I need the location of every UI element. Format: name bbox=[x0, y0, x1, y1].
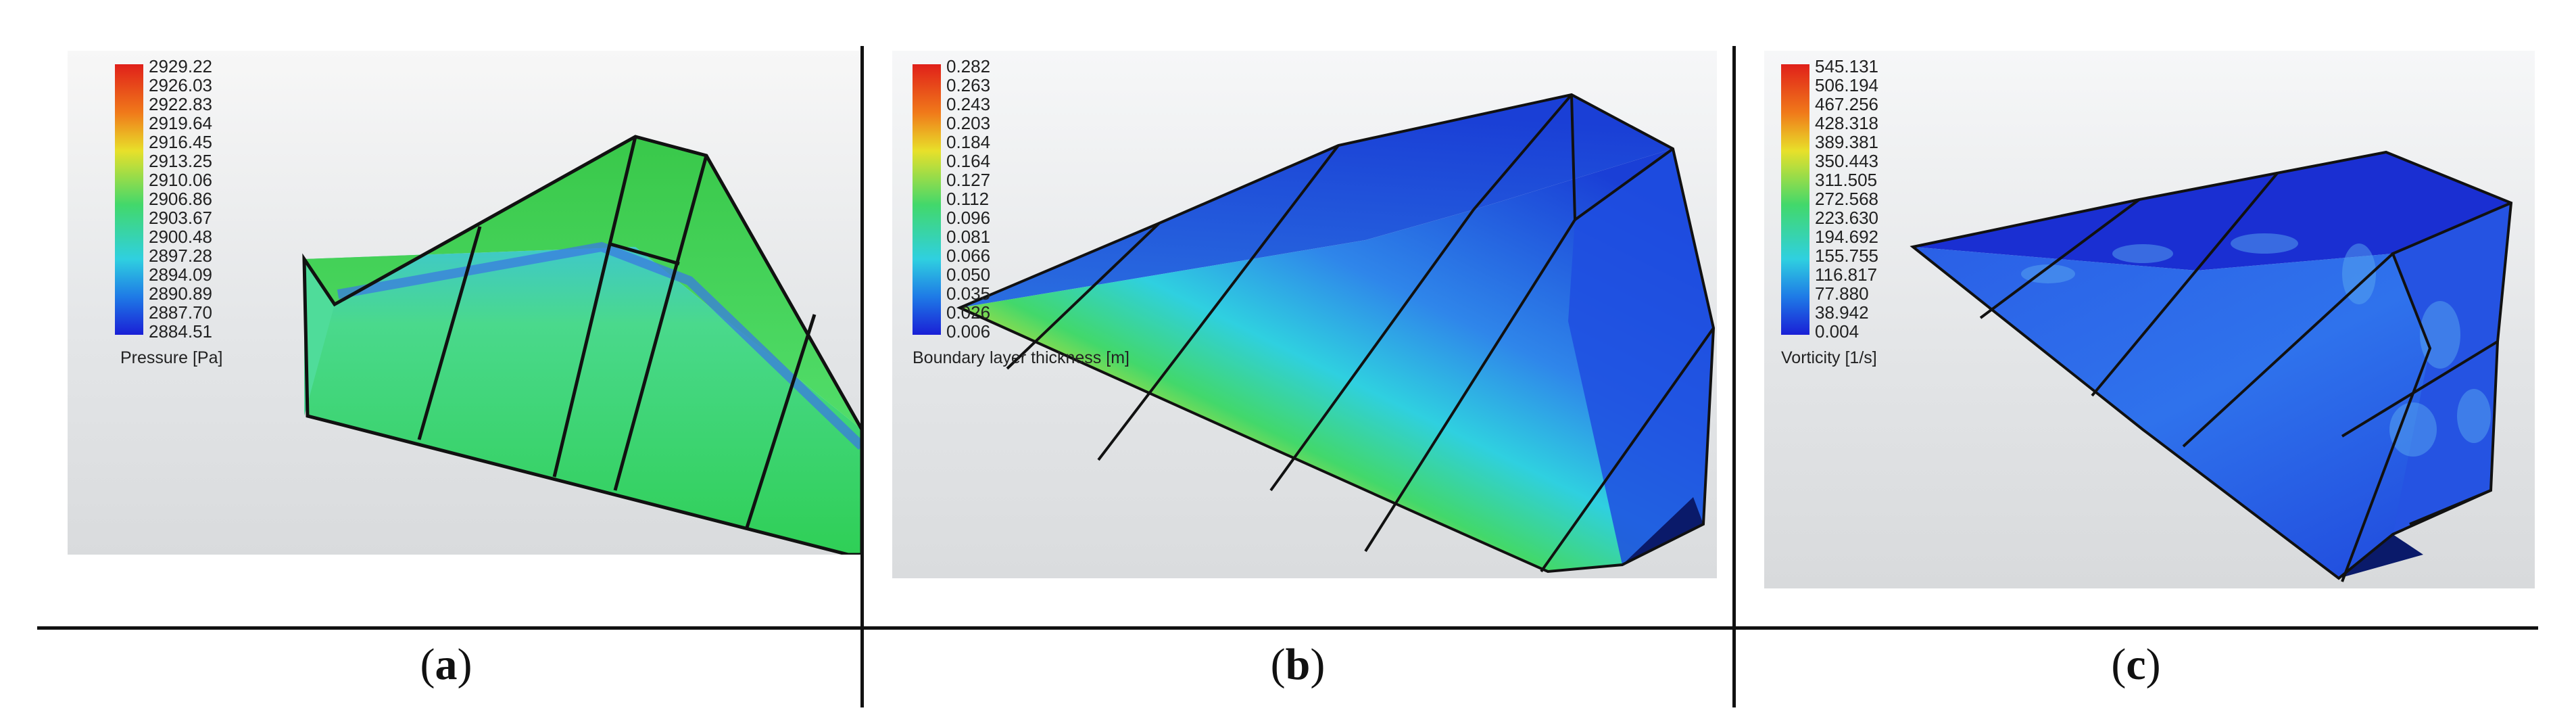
tick-label: 2919.64 bbox=[149, 113, 212, 133]
panel-divider bbox=[1732, 46, 1736, 707]
tick-label: 389.381 bbox=[1815, 132, 1878, 152]
tick-label: 0.006 bbox=[946, 321, 991, 342]
tick-label: 0.096 bbox=[946, 208, 991, 228]
tick-label: 0.184 bbox=[946, 132, 991, 152]
tick-label: 0.112 bbox=[946, 189, 990, 209]
tick-label: 2884.51 bbox=[149, 321, 212, 342]
tick-label: 272.568 bbox=[1815, 189, 1878, 209]
tick-label: 428.318 bbox=[1815, 113, 1878, 133]
tick-label: 350.443 bbox=[1815, 151, 1878, 171]
tick-label: 77.880 bbox=[1815, 283, 1869, 304]
tick-label: 0.243 bbox=[946, 94, 991, 114]
tick-label: 2929.22 bbox=[149, 56, 212, 76]
tick-label: 2913.25 bbox=[149, 151, 212, 171]
tick-label: 0.035 bbox=[946, 283, 991, 304]
tick-label: 506.194 bbox=[1815, 75, 1878, 95]
legend-title: Vorticity [1/s] bbox=[1781, 348, 1877, 367]
vorticity-render bbox=[1764, 51, 2535, 588]
tick-label: 2906.86 bbox=[149, 189, 212, 209]
tick-label: 545.131 bbox=[1815, 56, 1878, 76]
tick-label: 0.081 bbox=[946, 227, 991, 247]
caption-c: (c) bbox=[2111, 640, 2161, 689]
caption-b: (b) bbox=[1270, 640, 1326, 689]
colorbar bbox=[1781, 64, 1809, 335]
panel-divider bbox=[860, 46, 864, 707]
tick-label: 0.066 bbox=[946, 246, 991, 266]
caption-rule bbox=[37, 626, 2538, 630]
tick-label: 116.817 bbox=[1815, 264, 1878, 285]
tick-label: 38.942 bbox=[1815, 302, 1869, 323]
tick-label: 2890.89 bbox=[149, 283, 212, 304]
pressure-render bbox=[68, 51, 862, 555]
tick-label: 2910.06 bbox=[149, 170, 212, 190]
panel-c: 545.131 506.194 467.256 428.318 389.381 … bbox=[1734, 0, 2545, 628]
boundary-layer-render bbox=[892, 51, 1717, 578]
tick-label: 2922.83 bbox=[149, 94, 212, 114]
tick-label: 223.630 bbox=[1815, 208, 1878, 228]
tick-label: 2903.67 bbox=[149, 208, 212, 228]
tick-label: 2916.45 bbox=[149, 132, 212, 152]
tick-label: 194.692 bbox=[1815, 227, 1878, 247]
tick-label: 0.004 bbox=[1815, 321, 1860, 342]
tick-label: 0.026 bbox=[946, 302, 991, 323]
tick-label: 0.050 bbox=[946, 264, 991, 285]
tick-label: 0.127 bbox=[946, 170, 991, 190]
legend-title: Pressure [Pa] bbox=[120, 348, 223, 367]
tick-label: 0.282 bbox=[946, 56, 991, 76]
tick-label: 0.164 bbox=[946, 151, 991, 171]
tick-label: 0.263 bbox=[946, 75, 991, 95]
panel-b: 0.282 0.263 0.243 0.203 0.184 0.164 0.12… bbox=[862, 0, 1734, 628]
colorbar bbox=[913, 64, 941, 335]
tick-label: 2926.03 bbox=[149, 75, 212, 95]
panel-a: 2929.22 2926.03 2922.83 2919.64 2916.45 … bbox=[0, 0, 862, 628]
tick-label: 467.256 bbox=[1815, 94, 1878, 114]
colorbar bbox=[115, 64, 143, 335]
tick-label: 0.203 bbox=[946, 113, 991, 133]
tick-label: 2900.48 bbox=[149, 227, 212, 247]
tick-label: 311.505 bbox=[1815, 170, 1878, 190]
tick-label: 155.755 bbox=[1815, 246, 1878, 266]
tick-label: 2887.70 bbox=[149, 302, 212, 323]
caption-a: (a) bbox=[420, 640, 472, 689]
legend-title: Boundary layer thickness [m] bbox=[913, 348, 1129, 367]
tick-label: 2897.28 bbox=[149, 246, 212, 266]
tick-label: 2894.09 bbox=[149, 264, 212, 285]
